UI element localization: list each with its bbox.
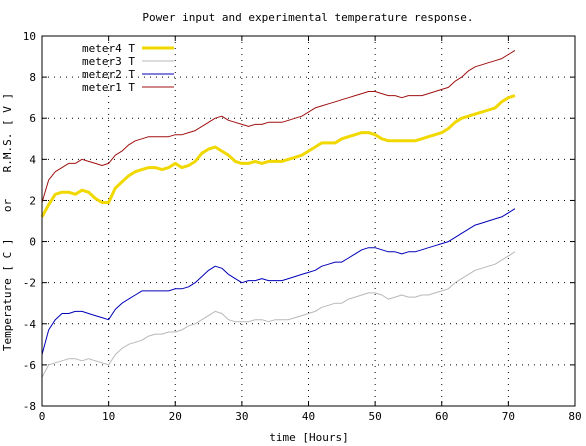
y-axis-label: Temperature [ C ] or R.M.S. [ V ]: [1, 93, 14, 351]
y-tick-label: 4: [29, 153, 36, 166]
series-layer: [40, 49, 516, 378]
y-tick-label: 8: [29, 71, 36, 84]
legend-label: meter3 T: [82, 55, 135, 68]
x-tick-label: 20: [169, 410, 182, 423]
grid-layer: [42, 36, 575, 406]
series-line-meter3-t: [41, 251, 516, 378]
tick-layer: 0 10 20 30 40 50 60 70 80 -8 -6 -4 -2 0 2 4 6 8 10: [23, 30, 582, 423]
y-tick-label: 10: [23, 30, 36, 43]
legend-label: meter2 T: [82, 68, 135, 81]
y-tick-label: -6: [23, 359, 36, 372]
series-line-meter4-t: [40, 94, 516, 218]
series-line-meter1-t: [41, 49, 516, 203]
y-tick-label: -4: [23, 318, 37, 331]
x-tick-label: 30: [235, 410, 248, 423]
x-tick-label: 40: [302, 410, 315, 423]
y-tick-label: -8: [23, 400, 36, 413]
x-tick-label: 0: [39, 410, 46, 423]
x-tick-label: 10: [102, 410, 115, 423]
legend-label: meter1 T: [82, 81, 135, 94]
chart-title: Power input and experimental temperature…: [142, 11, 473, 24]
y-tick-label: -2: [23, 277, 36, 290]
legend-label: meter4 T: [82, 42, 135, 55]
x-tick-label: 60: [435, 410, 448, 423]
x-tick-label: 80: [568, 410, 581, 423]
x-tick-label: 50: [369, 410, 382, 423]
x-axis-label: time [Hours]: [269, 431, 348, 444]
plot-frame: [41, 35, 576, 407]
x-tick-label: 70: [502, 410, 515, 423]
y-tick-label: 6: [29, 112, 36, 125]
series-line-meter2-t: [41, 208, 516, 355]
y-tick-label: 0: [29, 236, 36, 249]
y-tick-label: 2: [29, 194, 36, 207]
